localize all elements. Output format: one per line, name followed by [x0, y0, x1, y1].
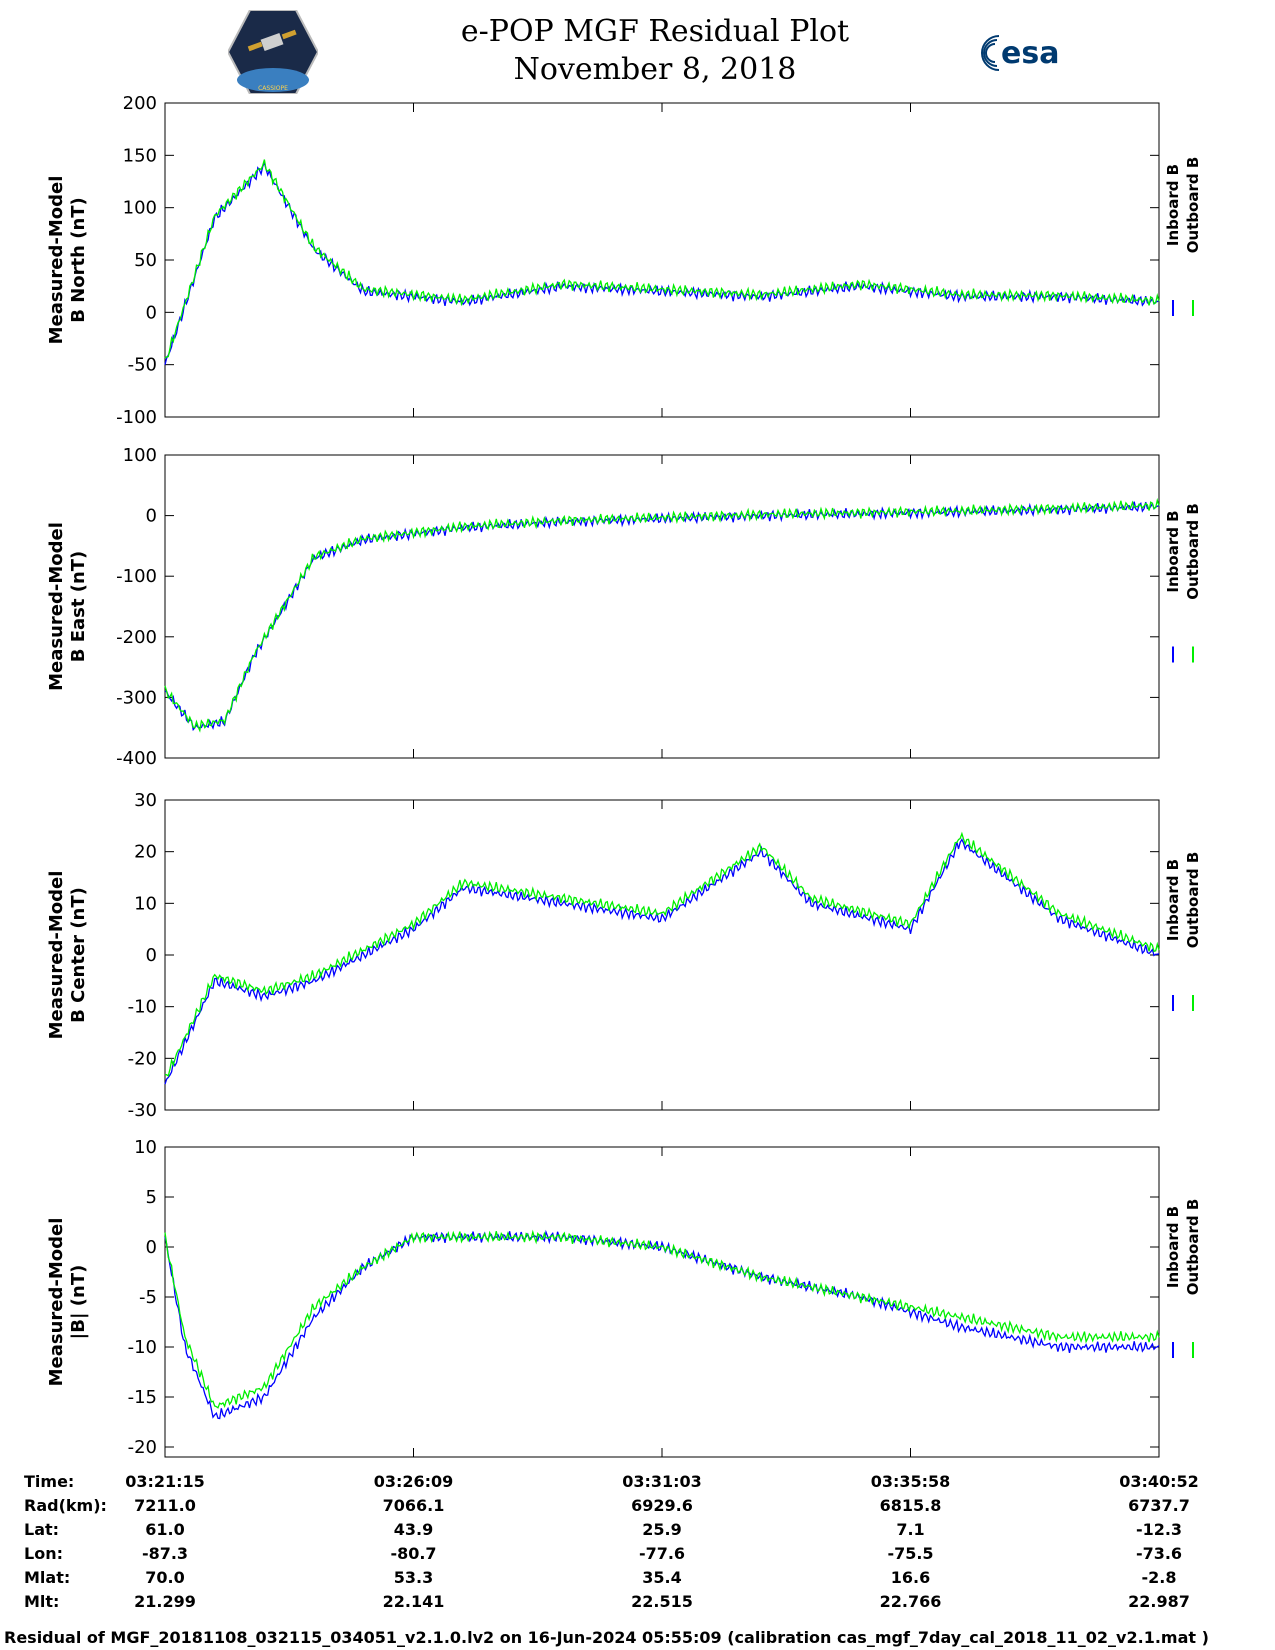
outboard-series-line — [164, 1229, 1160, 1409]
info-value: -73.6 — [1136, 1544, 1182, 1563]
info-value: 70.0 — [145, 1568, 184, 1587]
info-value: 7066.1 — [383, 1496, 445, 1515]
y-tick-label: 20 — [134, 842, 157, 863]
y-tick-label: 50 — [134, 250, 157, 271]
info-value: -77.6 — [639, 1544, 685, 1563]
info-value: 43.9 — [394, 1520, 433, 1539]
y-tick-label: 5 — [146, 1187, 157, 1208]
info-value: 7.1 — [896, 1520, 924, 1539]
legend-inboard-label: Inboard B — [1164, 164, 1182, 246]
info-value: 61.0 — [145, 1520, 184, 1539]
legend-inboard-label: Inboard B — [1164, 859, 1182, 941]
esa-logo: esa — [981, 35, 1059, 71]
info-row-label: Lon: — [24, 1544, 63, 1563]
y-tick-label: 30 — [134, 790, 157, 811]
legend-outboard-label: Outboard B — [1184, 157, 1202, 254]
y-axis-label: Measured-Model — [46, 871, 67, 1040]
y-axis-label: Measured-Model — [46, 1218, 67, 1387]
info-value: -12.3 — [1136, 1520, 1182, 1539]
y-tick-label: 100 — [123, 198, 157, 219]
y-tick-label: -100 — [116, 407, 157, 428]
legend-outboard-label: Outboard B — [1184, 1199, 1202, 1296]
y-tick-label: 100 — [123, 445, 157, 466]
info-value: 7211.0 — [134, 1496, 196, 1515]
plot-frame — [164, 454, 1160, 759]
y-axis-label: B North (nT) — [68, 197, 89, 323]
outboard-series-line — [164, 497, 1160, 733]
legend-outboard-label: Outboard B — [1184, 503, 1202, 600]
info-value: 25.9 — [642, 1520, 681, 1539]
time-tick-label: 03:31:03 — [622, 1472, 702, 1491]
info-row-label: Lat: — [24, 1520, 59, 1539]
info-value: 6929.6 — [631, 1496, 693, 1515]
plot-frame — [164, 102, 1160, 418]
info-value: 22.515 — [631, 1592, 693, 1611]
inboard-series-line — [164, 1229, 1160, 1420]
time-tick-label: 03:35:58 — [871, 1472, 951, 1491]
info-value: -75.5 — [887, 1544, 933, 1563]
info-value: 53.3 — [394, 1568, 433, 1587]
time-tick-label: 03:21:15 — [125, 1472, 205, 1491]
info-value: 6815.8 — [880, 1496, 942, 1515]
info-value: 16.6 — [891, 1568, 930, 1587]
plot-frame — [164, 799, 1160, 1111]
info-row-label: Time: — [24, 1472, 74, 1491]
y-tick-label: 0 — [146, 945, 157, 966]
y-axis-label: Measured-Model — [46, 522, 67, 691]
info-value: -2.8 — [1142, 1568, 1177, 1587]
info-value: 35.4 — [642, 1568, 681, 1587]
info-value: -80.7 — [390, 1544, 436, 1563]
y-tick-label: -200 — [116, 627, 157, 648]
y-tick-label: 0 — [146, 302, 157, 323]
info-value: 21.299 — [134, 1592, 196, 1611]
inboard-series-line — [164, 160, 1160, 365]
y-tick-label: -400 — [116, 748, 157, 769]
y-tick-label: -20 — [128, 1048, 157, 1069]
info-row-label: Mlat: — [24, 1568, 70, 1587]
outboard-series-line — [164, 159, 1160, 359]
chart-title-line2: November 8, 2018 — [513, 52, 797, 87]
y-axis-label: |B| (nT) — [68, 1265, 89, 1340]
y-tick-label: -15 — [128, 1387, 157, 1408]
footer-caption: Residual of MGF_20181108_032115_034051_v… — [4, 1628, 1209, 1647]
y-tick-label: -20 — [128, 1437, 157, 1458]
cassiope-logo-text: CASSIOPE — [258, 85, 288, 92]
y-tick-label: -50 — [128, 355, 157, 376]
y-tick-label: 200 — [123, 93, 157, 114]
time-tick-label: 03:26:09 — [374, 1472, 454, 1491]
y-axis-label: B Center (nT) — [68, 887, 89, 1023]
plot-frame — [164, 1146, 1160, 1458]
y-tick-label: -10 — [128, 997, 157, 1018]
legend-inboard-label: Inboard B — [1164, 1206, 1182, 1288]
info-value: 22.141 — [383, 1592, 445, 1611]
info-value: -87.3 — [142, 1544, 188, 1563]
y-tick-label: 0 — [146, 506, 157, 527]
info-value: 22.987 — [1128, 1592, 1190, 1611]
info-row-label: Mlt: — [24, 1592, 59, 1611]
info-row-label: Rad(km): — [24, 1496, 107, 1515]
legend-outboard-label: Outboard B — [1184, 852, 1202, 949]
y-axis-label: Measured-Model — [46, 176, 67, 345]
info-value: 22.766 — [880, 1592, 942, 1611]
outboard-series-line — [164, 831, 1160, 1077]
cassiope-logo: CASSIOPE — [228, 10, 318, 94]
y-tick-label: -100 — [116, 566, 157, 587]
chart-title-line1: e-POP MGF Residual Plot — [460, 14, 850, 49]
time-tick-label: 03:40:52 — [1119, 1472, 1199, 1491]
y-tick-label: 10 — [134, 893, 157, 914]
y-tick-label: 0 — [146, 1237, 157, 1258]
info-value: 6737.7 — [1128, 1496, 1190, 1515]
inboard-series-line — [164, 838, 1160, 1085]
y-tick-label: -10 — [128, 1337, 157, 1358]
inboard-series-line — [164, 501, 1160, 732]
legend-inboard-label: Inboard B — [1164, 510, 1182, 592]
y-tick-label: 150 — [123, 145, 157, 166]
y-tick-label: -300 — [116, 687, 157, 708]
y-tick-label: -30 — [128, 1100, 157, 1121]
esa-logo-text: esa — [1001, 36, 1059, 71]
y-tick-label: 10 — [134, 1137, 157, 1158]
y-axis-label: B East (nT) — [68, 551, 89, 663]
y-tick-label: -5 — [139, 1287, 157, 1308]
